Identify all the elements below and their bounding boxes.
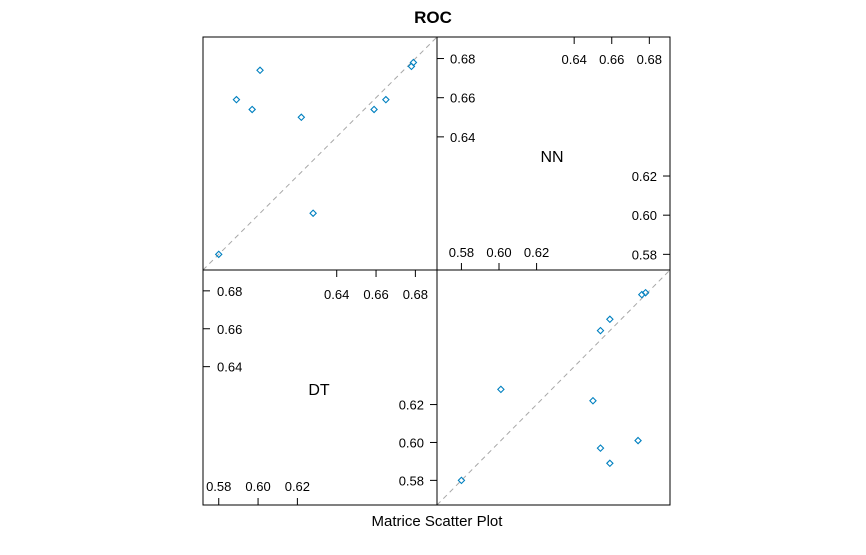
scatter-point-lower [457, 476, 466, 485]
nn-bottom-tick-label: 0.62 [524, 245, 549, 260]
dt-bottom-tick-label: 0.62 [285, 479, 310, 494]
scatter-point-upper [214, 250, 223, 259]
dt-top-tick-label: 0.64 [324, 287, 349, 302]
scatter-point-lower [589, 396, 597, 405]
nn-bottom-tick-label: 0.58 [449, 245, 474, 260]
nn-left-tick-label: 0.68 [450, 52, 475, 67]
scatter-point-upper [370, 105, 378, 114]
nn-right-tick-label: 0.58 [632, 247, 657, 262]
nn-right-tick-label: 0.60 [632, 208, 657, 223]
dt-left-tick-label: 0.64 [217, 360, 242, 375]
chart-title: ROC [414, 8, 452, 27]
nn-top-tick-label: 0.66 [599, 52, 624, 67]
scatter-point-upper [248, 105, 257, 114]
scatter-point-upper [232, 95, 241, 104]
dt-left-tick-label: 0.66 [217, 322, 242, 337]
reference-line-lower [436, 269, 671, 506]
dt-top-tick-label: 0.66 [363, 287, 388, 302]
dt-right-tick-label: 0.62 [399, 398, 424, 413]
dt-left-tick-label: 0.68 [217, 284, 242, 299]
scatter-point-lower [605, 315, 614, 324]
scatter-point-upper [309, 209, 317, 218]
scatter-point-upper [256, 66, 264, 75]
scatter-point-upper [381, 95, 390, 104]
nn-bottom-tick-label: 0.60 [486, 245, 511, 260]
diagonal-label-nn: NN [540, 149, 563, 166]
scatter-point-upper [297, 113, 306, 122]
dt-right-tick-label: 0.58 [399, 473, 424, 488]
dt-right-tick-label: 0.60 [399, 435, 424, 450]
nn-left-tick-label: 0.66 [450, 91, 475, 106]
dt-top-tick-label: 0.68 [403, 287, 428, 302]
nn-left-tick-label: 0.64 [450, 130, 475, 145]
nn-top-tick-label: 0.64 [562, 52, 587, 67]
nn-right-tick-label: 0.62 [632, 169, 657, 184]
scatter-point-lower [596, 444, 605, 453]
reference-line-upper [202, 36, 438, 271]
scatter-point-lower [641, 288, 650, 297]
dt-bottom-tick-label: 0.58 [206, 479, 231, 494]
x-axis-label: Matrice Scatter Plot [372, 513, 504, 530]
nn-top-tick-label: 0.68 [637, 52, 662, 67]
diagonal-label-dt: DT [308, 382, 330, 399]
scatter-point-upper [409, 58, 418, 67]
scatter-point-lower [596, 326, 605, 335]
scatter-point-lower [605, 459, 614, 468]
scatter-point-lower [497, 385, 505, 394]
dt-bottom-tick-label: 0.60 [245, 479, 270, 494]
scatter-point-lower [634, 436, 642, 445]
